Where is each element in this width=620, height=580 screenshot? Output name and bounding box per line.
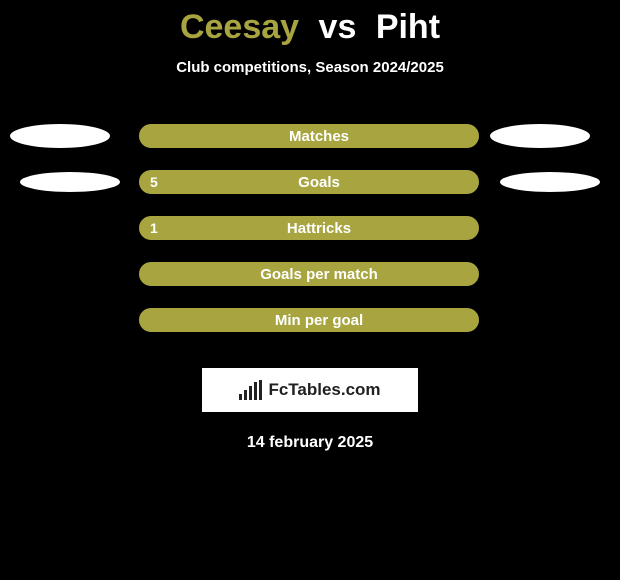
stat-left-value: 1 [150,220,158,236]
season-subtitle: Club competitions, Season 2024/2025 [0,59,620,76]
stat-label: Min per goal [159,312,479,329]
right-ellipse [490,124,590,148]
left-ellipse [20,172,120,192]
stat-left-value: 5 [150,174,158,190]
comparison-title: Ceesay vs Piht [0,0,620,47]
stat-label: Hattricks [159,220,479,237]
fctables-logo: FcTables.com [202,368,418,412]
left-ellipse [10,124,110,148]
logo-bars-icon [239,380,262,400]
logo-text: FcTables.com [268,380,380,400]
vs-word: vs [319,8,357,46]
stat-row: Min per goal [0,302,620,348]
player1-name: Ceesay [180,8,299,46]
date-label: 14 february 2025 [0,434,620,452]
stat-row: Matches [0,118,620,164]
stat-label: Matches [159,128,479,145]
player2-name: Piht [376,8,440,46]
stat-rows: MatchesGoals5Hattricks1Goals per matchMi… [0,118,620,348]
right-ellipse [500,172,600,192]
stat-row: Goals per match [0,256,620,302]
stat-label: Goals per match [159,266,479,283]
stat-label: Goals [159,174,479,191]
stat-row: Hattricks1 [0,210,620,256]
stat-row: Goals5 [0,164,620,210]
